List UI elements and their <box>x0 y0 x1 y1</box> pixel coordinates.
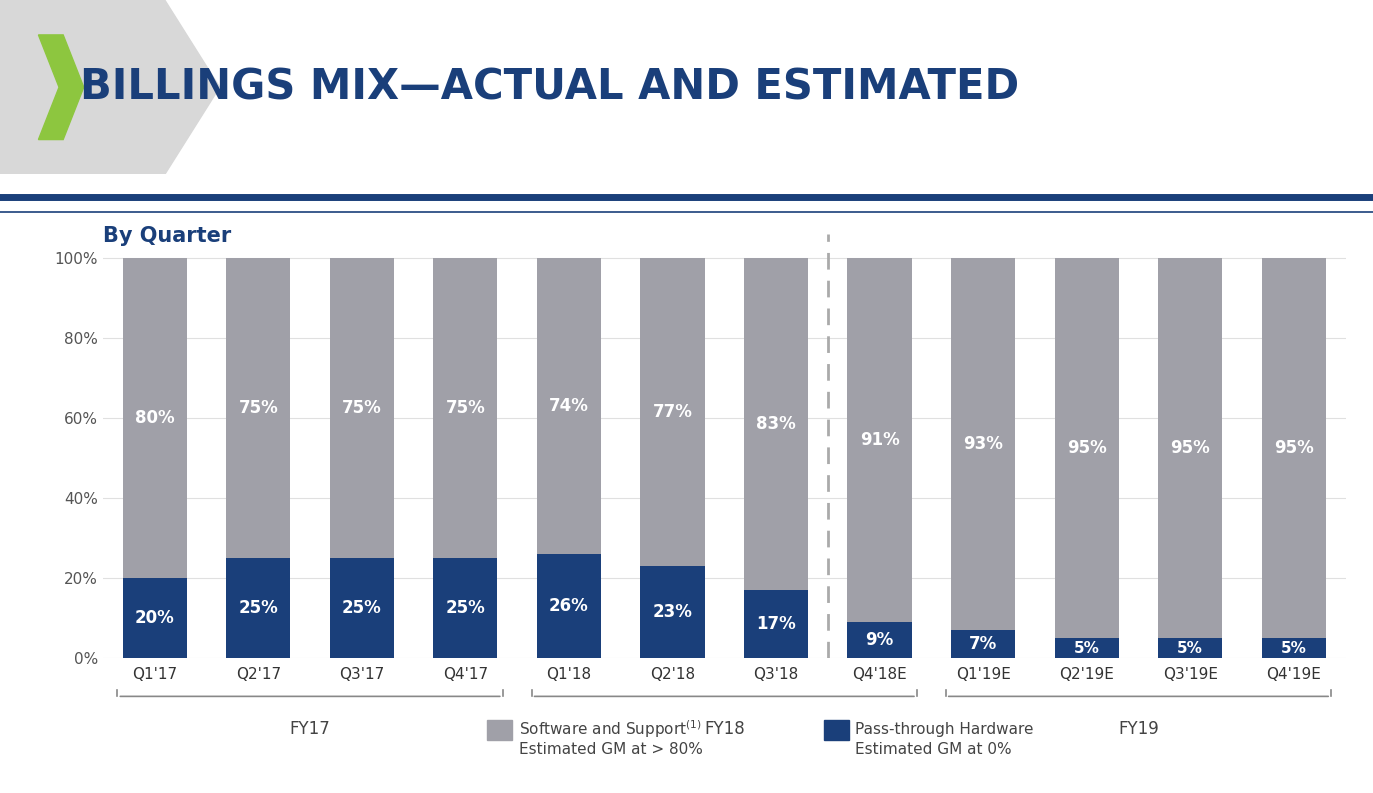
Bar <box>330 558 394 658</box>
Bar <box>951 630 1015 658</box>
Text: 93%: 93% <box>964 435 1004 453</box>
Text: 75%: 75% <box>342 399 382 417</box>
Bar <box>744 590 809 658</box>
Bar <box>227 558 291 658</box>
Text: 9%: 9% <box>865 631 894 649</box>
Text: Software and Support$^{(1)}$: Software and Support$^{(1)}$ <box>519 718 702 741</box>
Text: 5%: 5% <box>1074 641 1100 656</box>
Text: 75%: 75% <box>239 399 279 417</box>
Text: 5%: 5% <box>1177 641 1203 656</box>
Bar <box>434 558 497 658</box>
Bar <box>1157 258 1222 638</box>
Bar <box>330 258 394 558</box>
Text: 83%: 83% <box>757 415 796 433</box>
Bar <box>951 258 1015 630</box>
Text: 75%: 75% <box>445 399 485 417</box>
Text: FY17: FY17 <box>290 720 331 737</box>
Text: FY18: FY18 <box>704 720 744 737</box>
Bar <box>1054 638 1119 658</box>
Text: 95%: 95% <box>1170 439 1210 457</box>
Text: 25%: 25% <box>342 600 382 617</box>
Bar <box>122 258 187 578</box>
Text: 91%: 91% <box>859 431 899 449</box>
Text: 95%: 95% <box>1067 439 1107 457</box>
Text: 26%: 26% <box>549 597 589 615</box>
Bar <box>744 258 809 590</box>
Text: 17%: 17% <box>757 615 796 633</box>
Bar <box>227 258 291 558</box>
Text: 95%: 95% <box>1274 439 1314 457</box>
Text: Estimated GM at > 80%: Estimated GM at > 80% <box>519 742 703 757</box>
Bar <box>1054 258 1119 638</box>
Text: BILLINGS MIX—ACTUAL AND ESTIMATED: BILLINGS MIX—ACTUAL AND ESTIMATED <box>80 67 1019 108</box>
Bar <box>537 258 601 554</box>
Text: 25%: 25% <box>445 600 485 617</box>
Text: Pass-through Hardware: Pass-through Hardware <box>855 722 1034 737</box>
Bar <box>1262 638 1326 658</box>
Bar <box>1262 258 1326 638</box>
Bar <box>847 623 912 658</box>
Bar <box>640 258 704 566</box>
Text: By Quarter: By Quarter <box>103 226 231 246</box>
Polygon shape <box>38 35 84 140</box>
Text: 80%: 80% <box>135 409 174 427</box>
Text: 7%: 7% <box>969 635 997 653</box>
Text: 20%: 20% <box>135 609 174 627</box>
Bar <box>122 578 187 658</box>
Text: Estimated GM at 0%: Estimated GM at 0% <box>855 742 1012 757</box>
Text: 74%: 74% <box>549 397 589 415</box>
Text: 5%: 5% <box>1281 641 1307 656</box>
Text: 23%: 23% <box>652 603 692 621</box>
Text: 25%: 25% <box>239 600 279 617</box>
Text: FY19: FY19 <box>1118 720 1159 737</box>
Polygon shape <box>0 0 220 174</box>
Bar <box>537 554 601 658</box>
Text: 77%: 77% <box>652 403 692 421</box>
Bar <box>434 258 497 558</box>
Bar <box>847 258 912 623</box>
Bar <box>1157 638 1222 658</box>
Bar <box>640 566 704 658</box>
